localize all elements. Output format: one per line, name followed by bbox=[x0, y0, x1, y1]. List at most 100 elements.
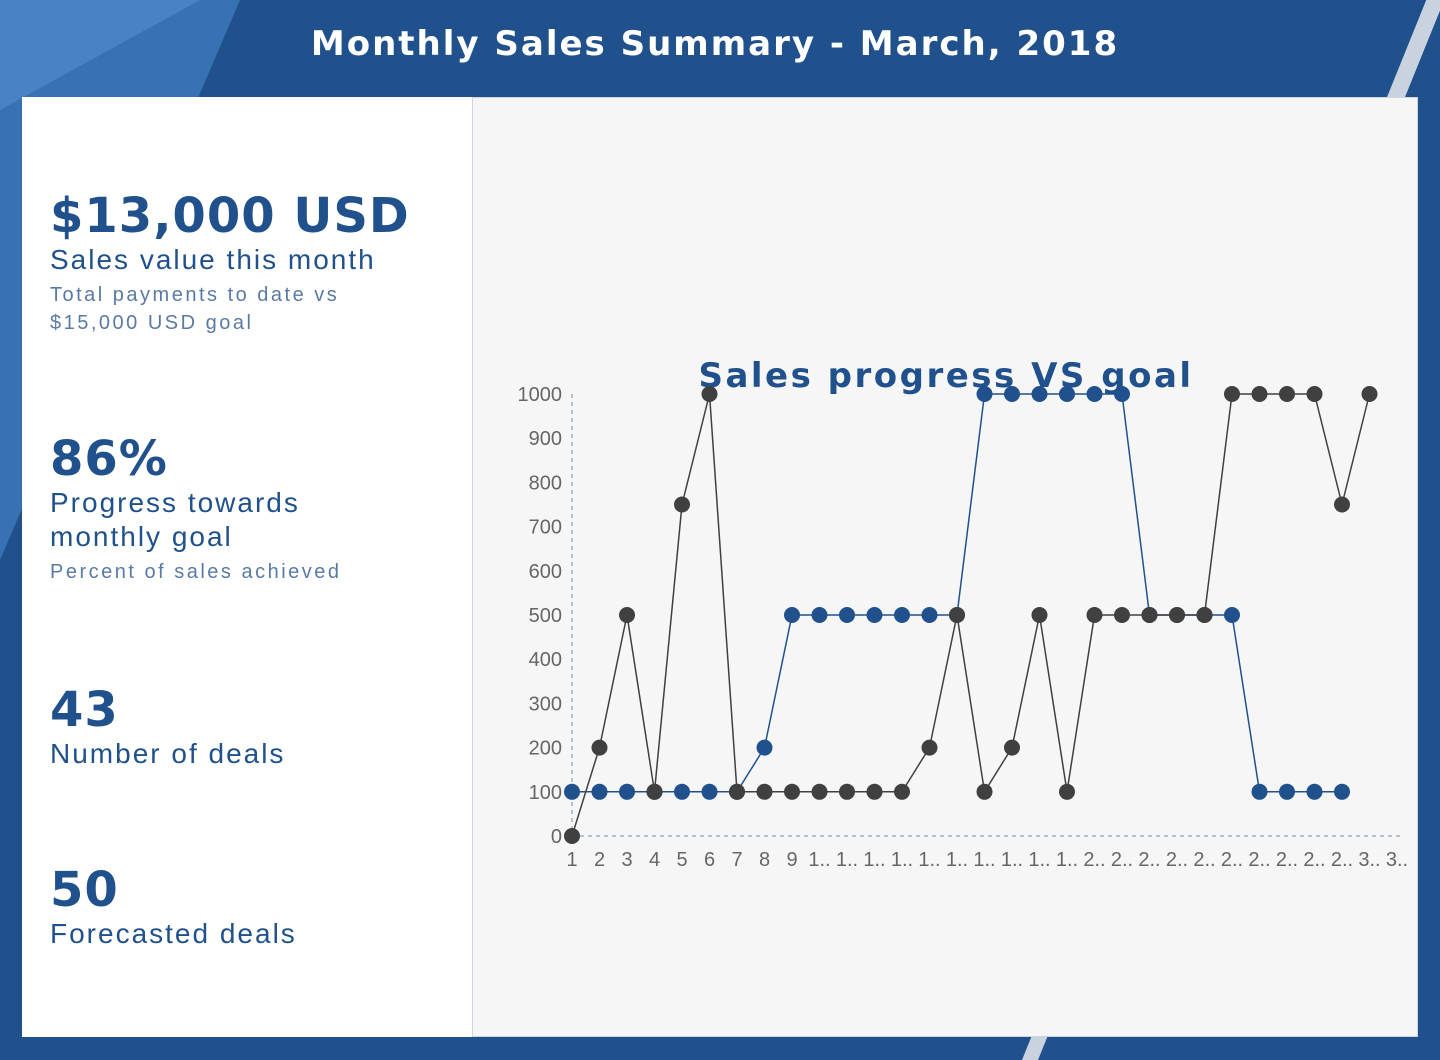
x-tick-label: 1.. bbox=[918, 849, 940, 871]
x-tick-label: 2.. bbox=[1221, 849, 1243, 871]
series-2-point bbox=[1306, 386, 1323, 402]
series-2-point bbox=[1251, 386, 1268, 402]
x-tick-label: 2.. bbox=[1193, 849, 1215, 871]
series-2-point bbox=[1086, 607, 1103, 623]
kpi-forecast: 50 Forecasted deals bbox=[50, 863, 297, 951]
kpi-progress-value: 86% bbox=[50, 431, 168, 487]
y-tick-label: 900 bbox=[529, 428, 562, 450]
y-tick-label: 400 bbox=[529, 649, 562, 671]
x-tick-label: 3.. bbox=[1358, 849, 1380, 871]
series-2-point bbox=[619, 607, 635, 623]
series-1-point bbox=[1224, 607, 1240, 623]
x-tick-label: 9 bbox=[786, 849, 797, 871]
series-2-point bbox=[811, 783, 828, 800]
series-2-point bbox=[729, 783, 745, 800]
series-2-point bbox=[674, 496, 690, 513]
series-1-point bbox=[591, 783, 608, 800]
series-1-point bbox=[619, 783, 635, 800]
x-tick-label: 2.. bbox=[1303, 849, 1325, 871]
x-tick-label: 1.. bbox=[1001, 849, 1023, 871]
series-2-point bbox=[756, 783, 773, 800]
y-tick-label: 200 bbox=[529, 738, 562, 760]
series-2-point bbox=[564, 828, 580, 844]
x-tick-label: 2.. bbox=[1111, 849, 1133, 871]
series-1-point bbox=[1059, 386, 1075, 402]
series-2-point bbox=[1224, 386, 1240, 402]
x-tick-label: 1 bbox=[566, 849, 577, 871]
series-2-point bbox=[1334, 496, 1350, 513]
series-2-point bbox=[921, 739, 938, 756]
series-2-point bbox=[1114, 607, 1130, 623]
series-1-point bbox=[784, 607, 800, 623]
x-tick-label: 2.. bbox=[1166, 849, 1188, 871]
x-tick-label: 2.. bbox=[1331, 849, 1353, 871]
series-line-2 bbox=[571, 393, 1371, 837]
series-1-point bbox=[866, 607, 883, 623]
series-2-point bbox=[1196, 607, 1213, 623]
series-line-1 bbox=[572, 393, 1342, 793]
x-tick-label: 4 bbox=[649, 849, 660, 871]
x-tick-label: 1.. bbox=[891, 849, 913, 871]
x-tick-label: 1.. bbox=[836, 849, 858, 871]
chart-panel: Sales progress VS goal bbox=[472, 97, 1418, 1037]
series-2-point bbox=[701, 386, 718, 402]
kpi-sales-sub-line1: Total payments to date vs bbox=[50, 284, 340, 306]
series-1-point bbox=[1334, 783, 1350, 800]
background-shape-accent bbox=[0, 0, 200, 110]
kpi-forecast-label: Forecasted deals bbox=[50, 918, 297, 949]
series-2-point bbox=[784, 783, 800, 800]
x-tick-label: 2.. bbox=[1276, 849, 1298, 871]
series-1-point bbox=[1086, 386, 1103, 402]
x-tick-label: 8 bbox=[759, 849, 770, 871]
kpi-sales: $13,000 USD Sales value this month Total… bbox=[50, 189, 410, 337]
page-title: Monthly Sales Summary - March, 2018 bbox=[310, 24, 1120, 64]
series-1-point bbox=[839, 607, 855, 623]
y-tick-label: 700 bbox=[529, 517, 562, 539]
series-2-point bbox=[1169, 607, 1185, 623]
kpi-progress-label-line1: Progress towards bbox=[50, 487, 300, 518]
kpi-sales-sub: Total payments to date vs $15,000 USD go… bbox=[50, 281, 410, 337]
x-tick-label: 1.. bbox=[1028, 849, 1050, 871]
x-tick-label: 7 bbox=[731, 849, 742, 871]
kpi-sales-sub-line2: $15,000 USD goal bbox=[50, 312, 254, 334]
series-1-point bbox=[894, 607, 910, 623]
series-1-point bbox=[756, 739, 773, 756]
x-tick-label: 6 bbox=[704, 849, 715, 871]
series-1-point bbox=[1004, 386, 1020, 402]
series-2-point bbox=[894, 783, 910, 800]
series-2-point bbox=[591, 739, 608, 756]
x-tick-label: 2.. bbox=[1248, 849, 1270, 871]
x-tick-label: 1.. bbox=[863, 849, 885, 871]
y-tick-label: 1000 bbox=[518, 384, 563, 406]
y-tick-label: 0 bbox=[551, 826, 562, 848]
series-1-point bbox=[1279, 783, 1295, 800]
x-tick-label: 1.. bbox=[1056, 849, 1078, 871]
kpi-progress: 86% Progress towards monthly goal Percen… bbox=[50, 432, 342, 586]
series-1-point bbox=[701, 783, 718, 800]
kpi-deals-label: Number of deals bbox=[50, 738, 286, 769]
x-tick-label: 1.. bbox=[808, 849, 830, 871]
kpi-forecast-value: 50 bbox=[50, 862, 119, 918]
series-2-point bbox=[1004, 739, 1020, 756]
kpi-panel: $13,000 USD Sales value this month Total… bbox=[22, 97, 472, 1037]
y-tick-label: 600 bbox=[529, 561, 562, 583]
x-tick-label: 1.. bbox=[946, 849, 968, 871]
x-tick-label: 2.. bbox=[1083, 849, 1105, 871]
kpi-deals-value: 43 bbox=[50, 682, 119, 738]
series-2-point bbox=[1279, 386, 1295, 402]
series-2-point bbox=[949, 607, 965, 623]
series-2-point bbox=[1361, 386, 1378, 402]
series-1-point bbox=[1306, 783, 1323, 800]
series-1-point bbox=[811, 607, 828, 623]
series-1-point bbox=[1114, 386, 1130, 402]
series-1-point bbox=[674, 783, 690, 800]
x-tick-label: 2.. bbox=[1138, 849, 1160, 871]
series-1-point bbox=[564, 783, 580, 800]
series-2-point bbox=[866, 783, 883, 800]
x-tick-label: 2 bbox=[594, 849, 605, 871]
series-2-point bbox=[1031, 607, 1048, 623]
series-2-point bbox=[1059, 783, 1075, 800]
x-tick-label: 5 bbox=[676, 849, 687, 871]
kpi-sales-label: Sales value this month bbox=[50, 244, 376, 275]
